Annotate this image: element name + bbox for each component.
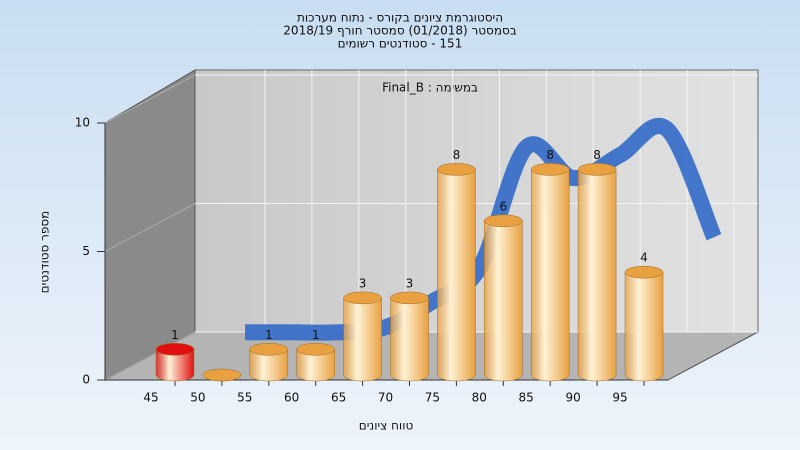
value-label: 3 bbox=[406, 276, 414, 290]
bar bbox=[624, 271, 664, 382]
subtitle: במשימה : Final_B bbox=[382, 81, 478, 95]
bar-top bbox=[343, 291, 382, 305]
bar-top bbox=[390, 291, 429, 305]
title-line: 151 - סטודנטים רשומים bbox=[338, 37, 463, 51]
x-tick-label: 70 bbox=[378, 391, 393, 405]
bar bbox=[390, 297, 429, 382]
value-label: 8 bbox=[546, 148, 554, 162]
value-label: 3 bbox=[359, 276, 367, 290]
bar-top bbox=[155, 343, 195, 356]
value-label: 6 bbox=[499, 199, 507, 213]
back-wall bbox=[194, 69, 759, 333]
grid-line bbox=[104, 331, 196, 381]
x-tick-label: 50 bbox=[190, 391, 205, 405]
bar bbox=[296, 349, 335, 382]
value-label: 8 bbox=[593, 148, 601, 162]
bar bbox=[343, 297, 382, 382]
x-tick-label: 90 bbox=[565, 391, 580, 405]
value-label: 1 bbox=[171, 328, 179, 342]
y-axis-label: מספר סטודנטים bbox=[38, 211, 52, 294]
bar bbox=[577, 169, 617, 382]
bar-top bbox=[624, 265, 664, 279]
value-label: 1 bbox=[312, 328, 320, 342]
x-tick-label: 45 bbox=[143, 391, 158, 405]
x-tick-label: 85 bbox=[519, 391, 534, 405]
bar-top bbox=[577, 163, 617, 176]
title-line: היסטוגרמת ציונים בקורס - נתוח מערכות bbox=[297, 11, 503, 25]
bar bbox=[484, 220, 523, 382]
value-label: 8 bbox=[453, 148, 461, 162]
value-label: 1 bbox=[265, 328, 273, 342]
bar-top bbox=[437, 163, 476, 176]
grid-line bbox=[104, 203, 196, 252]
bar-top bbox=[296, 343, 335, 356]
x-tick-label: 65 bbox=[331, 391, 346, 405]
grid-line bbox=[104, 74, 196, 124]
y-tick-label: 10 bbox=[75, 116, 90, 130]
bar-top bbox=[484, 214, 523, 228]
side-wall bbox=[104, 69, 196, 381]
x-tick-label: 95 bbox=[612, 391, 627, 405]
x-tick-label: 80 bbox=[472, 391, 487, 405]
title-line: בסמסטר (01/2018) סמסטר חורף 2018/19 bbox=[283, 24, 516, 38]
x-tick-label: 60 bbox=[284, 391, 299, 405]
y-tick-label: 0 bbox=[82, 373, 90, 387]
x-axis-label: טווח ציונים bbox=[359, 419, 414, 433]
bar-top bbox=[202, 368, 242, 382]
bar bbox=[437, 169, 476, 382]
bar-top bbox=[530, 163, 570, 176]
bar bbox=[530, 169, 570, 382]
x-tick-label: 55 bbox=[237, 391, 252, 405]
bar bbox=[155, 349, 195, 382]
bar-top bbox=[249, 343, 289, 356]
value-label: 4 bbox=[640, 251, 648, 265]
x-tick-label: 75 bbox=[425, 391, 440, 405]
y-tick-label: 5 bbox=[82, 244, 90, 258]
bar bbox=[249, 349, 289, 382]
